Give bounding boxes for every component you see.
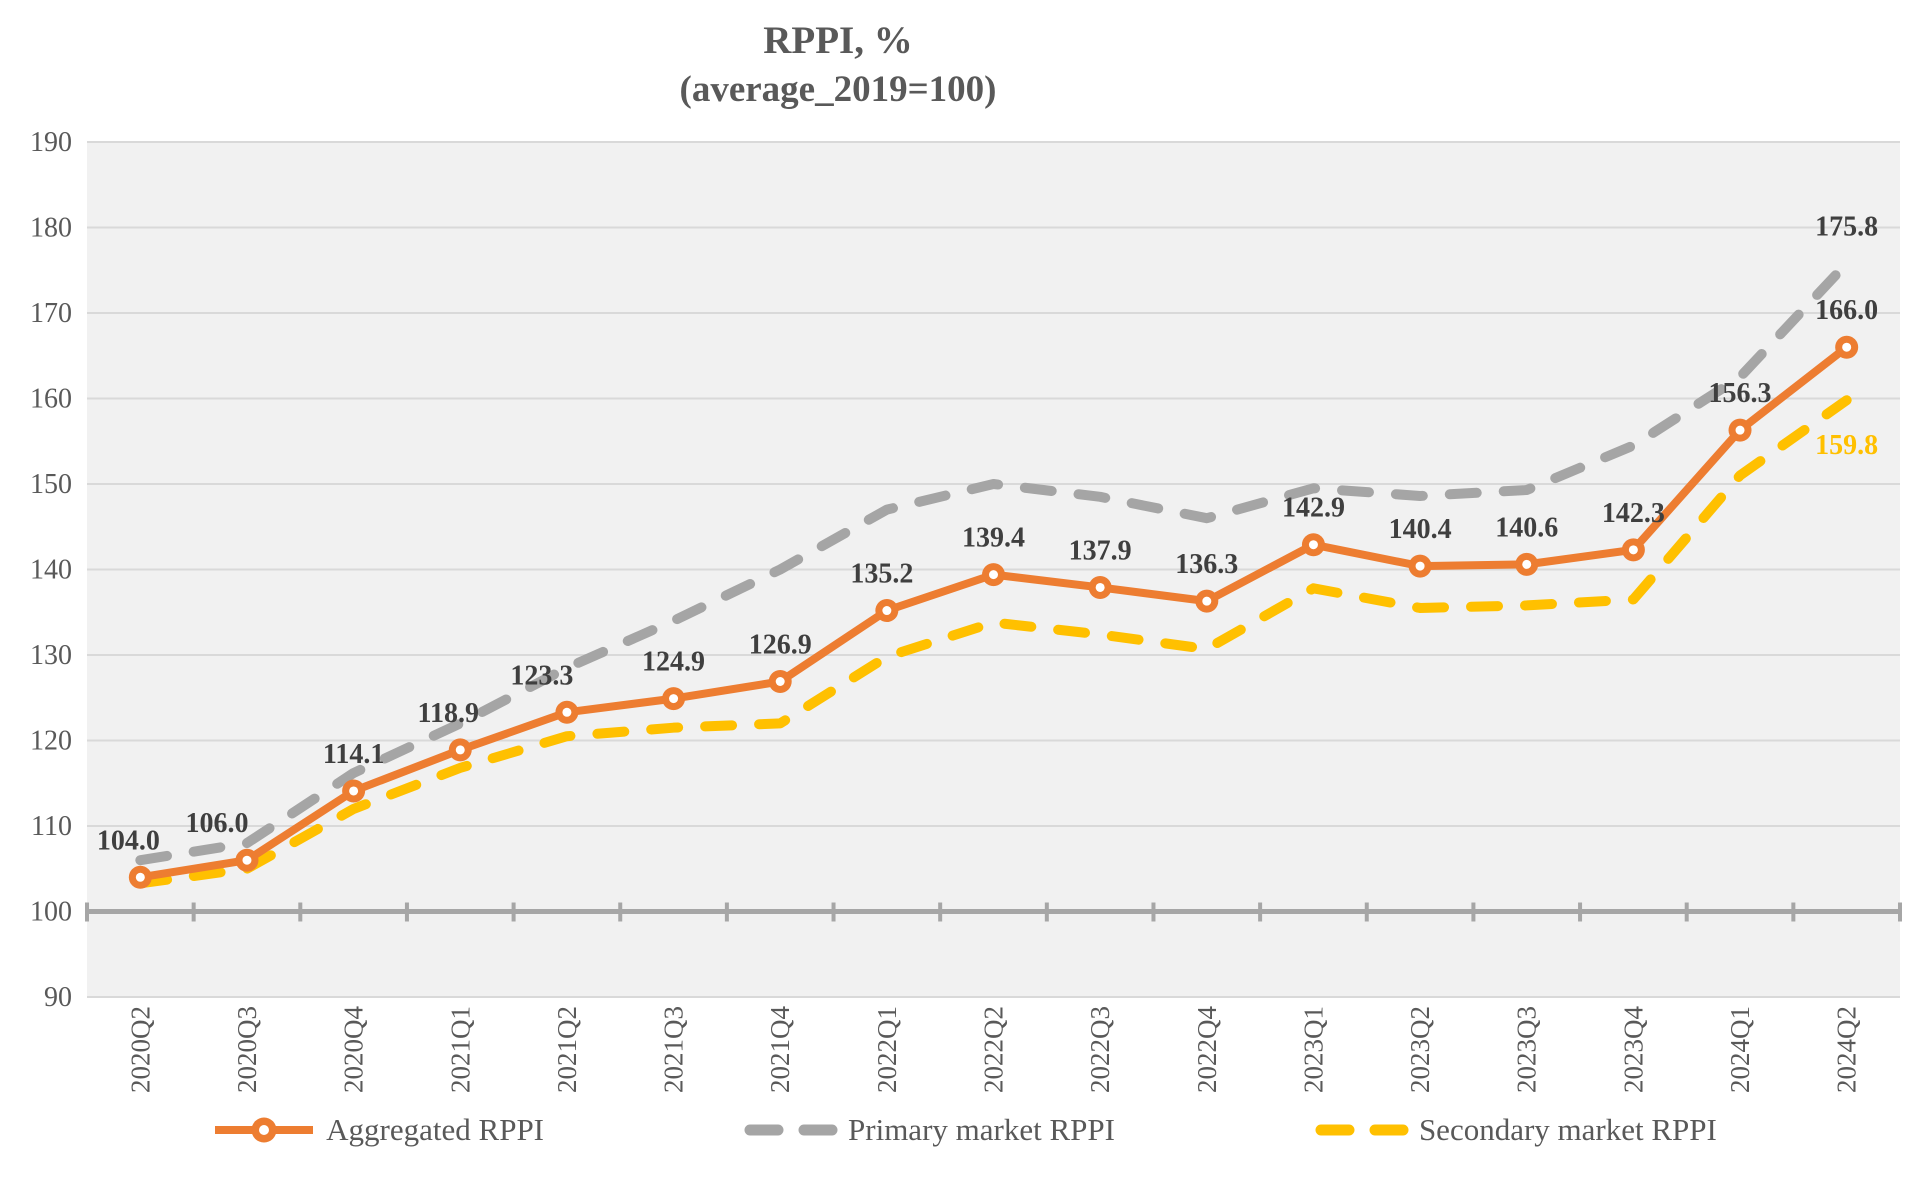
chart-title: RPPI, % (average_2019=100)	[680, 16, 997, 113]
svg-text:130: 130	[30, 640, 72, 671]
svg-text:140.6: 140.6	[1495, 512, 1558, 543]
legend-item-aggregated: Aggregated RPPI	[212, 1112, 544, 1148]
y-axis-ticks: 90 100 110 120 130 140 150 160 170 180 190	[30, 127, 72, 1013]
svg-text:175.8: 175.8	[1815, 211, 1878, 242]
svg-text:156.3: 156.3	[1709, 378, 1772, 409]
svg-text:140: 140	[30, 555, 72, 586]
chart-title-line2: (average_2019=100)	[679, 68, 997, 110]
svg-text:90: 90	[44, 982, 72, 1013]
svg-text:2021Q3: 2021Q3	[659, 1006, 689, 1093]
svg-text:106.0: 106.0	[185, 808, 248, 839]
svg-text:2023Q3: 2023Q3	[1512, 1006, 1542, 1093]
svg-text:2021Q1: 2021Q1	[445, 1006, 475, 1093]
svg-text:2020Q4: 2020Q4	[339, 1006, 369, 1093]
svg-text:142.9: 142.9	[1282, 493, 1345, 524]
svg-text:120: 120	[30, 726, 72, 757]
svg-text:140.4: 140.4	[1389, 514, 1452, 545]
svg-text:2024Q1: 2024Q1	[1725, 1006, 1755, 1093]
legend-item-secondary: Secondary market RPPI	[1313, 1112, 1717, 1148]
svg-text:126.9: 126.9	[749, 630, 812, 661]
legend-label-primary: Primary market RPPI	[848, 1112, 1115, 1147]
svg-text:118.9: 118.9	[418, 698, 479, 729]
svg-text:2022Q4: 2022Q4	[1192, 1006, 1222, 1093]
svg-text:159.8: 159.8	[1815, 430, 1878, 461]
data-labels-3: 159.8	[1815, 430, 1878, 461]
svg-text:124.9: 124.9	[642, 647, 705, 678]
svg-text:114.1: 114.1	[323, 739, 384, 770]
svg-text:170: 170	[30, 298, 72, 329]
primary-dash-marker-icon	[744, 1124, 839, 1136]
svg-text:2020Q3: 2020Q3	[232, 1006, 262, 1093]
svg-text:104.0: 104.0	[97, 825, 160, 856]
svg-text:166.0: 166.0	[1815, 295, 1878, 326]
chart-title-line1: RPPI, %	[763, 19, 913, 62]
svg-text:2023Q4: 2023Q4	[1618, 1006, 1648, 1093]
svg-text:100: 100	[30, 897, 72, 928]
svg-text:123.3: 123.3	[510, 660, 573, 691]
series-aggregated-rppi	[128, 335, 1859, 889]
series-primary-market-rppi	[135, 258, 1852, 866]
svg-text:2020Q2: 2020Q2	[125, 1006, 155, 1093]
secondary-dash-marker-icon	[1315, 1124, 1409, 1136]
svg-text:2024Q2: 2024Q2	[1832, 1006, 1862, 1093]
svg-text:139.4: 139.4	[962, 523, 1025, 554]
svg-text:136.3: 136.3	[1175, 549, 1238, 580]
svg-text:2022Q2: 2022Q2	[979, 1006, 1009, 1093]
svg-text:2023Q1: 2023Q1	[1298, 1006, 1328, 1093]
svg-text:137.9: 137.9	[1069, 535, 1132, 566]
svg-text:142.3: 142.3	[1602, 498, 1665, 529]
svg-text:2022Q3: 2022Q3	[1085, 1006, 1115, 1093]
svg-text:190: 190	[30, 127, 72, 158]
svg-text:2023Q2: 2023Q2	[1405, 1006, 1435, 1093]
legend-label-secondary: Secondary market RPPI	[1418, 1112, 1717, 1147]
x-axis-labels: 2020Q2 2020Q3 2020Q4 2021Q1 2021Q2 2021Q3 2021…	[125, 1006, 1861, 1093]
svg-text:160: 160	[30, 384, 72, 415]
data-labels-2: 175.8	[1815, 211, 1878, 242]
svg-text:180: 180	[30, 213, 72, 244]
svg-text:2021Q4: 2021Q4	[765, 1006, 795, 1093]
legend-label-aggregated: Aggregated RPPI	[326, 1112, 545, 1147]
svg-text:2022Q1: 2022Q1	[872, 1006, 902, 1093]
x-axis-baseline	[85, 902, 1902, 922]
legend-item-primary: Primary market RPPI	[742, 1112, 1115, 1148]
data-labels-1: 104.0 106.0 114.1 118.9 123.3 124.9 126.9 135.2…	[97, 295, 1878, 856]
aggregated-line-marker-icon	[215, 1117, 314, 1143]
svg-text:110: 110	[31, 811, 72, 842]
svg-text:2021Q2: 2021Q2	[552, 1006, 582, 1093]
svg-text:150: 150	[30, 469, 72, 500]
chart-legend: Aggregated RPPI Primary market RPPI Seco…	[0, 1112, 1929, 1148]
svg-text:135.2: 135.2	[850, 559, 913, 590]
